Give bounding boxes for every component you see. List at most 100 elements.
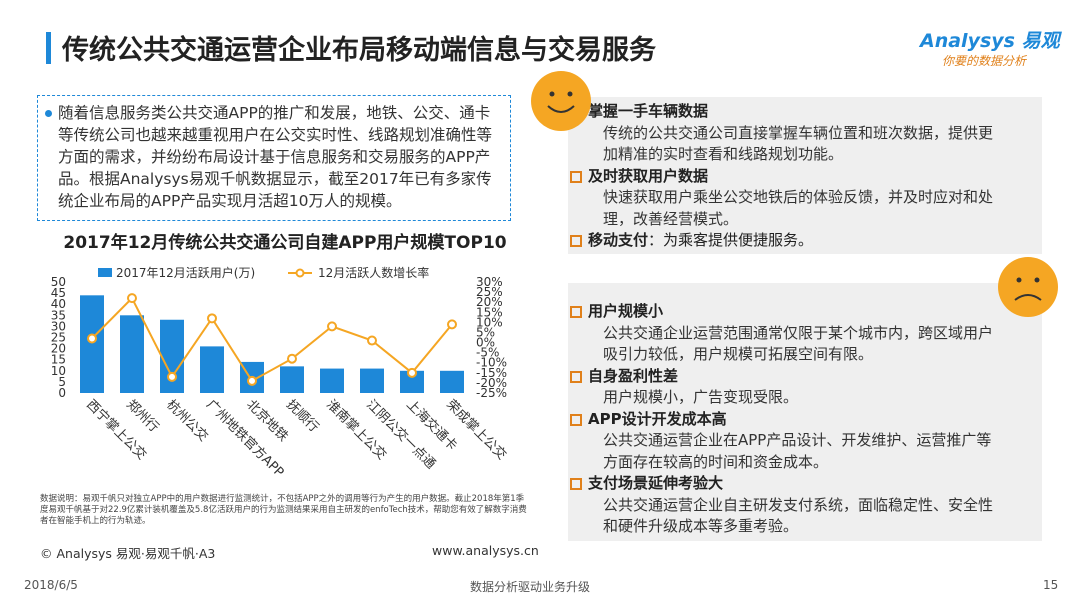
- logo-brand: Analysys 易观: [920, 30, 1060, 52]
- line-point: [287, 353, 297, 364]
- sad-face: [998, 257, 1058, 317]
- list-item: 移动支付：为乘客提供便捷服务。: [568, 230, 1042, 252]
- line-point: [367, 335, 377, 346]
- y2-tick-label: 0%: [476, 336, 495, 350]
- list-item: 用户规模小公共交通企业运营范围通常仅限于某个城市内，跨区域用户吸引力较低，用户规…: [568, 301, 1042, 366]
- data-note: 数据说明：易观千帆只对独立APP中的用户数据进行监测统计，不包括APP之外的调用…: [40, 494, 527, 526]
- heading-text: 及时获取用户数据: [588, 166, 709, 185]
- x-tick-label: 抚顺行: [283, 397, 321, 435]
- item-body: ：为乘客提供便捷服务。: [648, 231, 814, 249]
- item-heading: 用户规模小: [568, 301, 1042, 323]
- pros-list: 掌握一手车辆数据传统的公共交通公司直接掌握车辆位置和班次数据，提供更加精准的实时…: [568, 97, 1042, 252]
- y-tick-label: 35: [51, 308, 66, 322]
- bar: [160, 319, 184, 393]
- line-point: [207, 313, 217, 324]
- pros-panel: 掌握一手车辆数据传统的公共交通公司直接掌握车辆位置和班次数据，提供更加精准的实时…: [568, 97, 1042, 254]
- legend-swatch: [98, 268, 112, 277]
- slide-title: 传统公共交通运营企业布局移动端信息与交易服务: [62, 35, 656, 66]
- list-item: 支付场景延伸考验大公共交通运营企业自主研发支付系统，面临稳定性、安全性和硬件升级…: [568, 473, 1042, 538]
- happy-face: [531, 71, 591, 131]
- line-point: [127, 293, 137, 304]
- bar: [360, 368, 384, 393]
- item-body: 公共交通运营企业自主研发支付系统，面临稳定性、安全性和硬件升级成本等多重考验。: [603, 495, 994, 536]
- y2-tick-label: -20%: [476, 376, 507, 390]
- source: © Analysys 易观·易观千帆·A3: [40, 546, 216, 561]
- bar: [280, 366, 304, 393]
- y-tick-label: 45: [51, 286, 66, 300]
- line-point: [447, 319, 457, 330]
- page-number: 15: [1043, 578, 1059, 592]
- item-heading: 移动支付：为乘客提供便捷服务。: [568, 230, 1042, 252]
- footer-date: 2018/6/5: [24, 578, 78, 592]
- list-item: 及时获取用户数据快速获取用户乘坐公交地铁后的体验反馈，并及时应对和处理，改善经营…: [568, 166, 1042, 231]
- list-item: 自身盈利性差用户规模小，广告变现受限。: [568, 366, 1042, 409]
- y-tick-label: 15: [51, 353, 66, 367]
- item-heading: APP设计开发成本高: [568, 409, 1042, 431]
- bar: [80, 295, 104, 393]
- item-body: 公共交通企业运营范围通常仅限于某个城市内，跨区域用户吸引力较低，用户规模可拓展空…: [603, 323, 994, 364]
- item-body: 用户规模小，广告变现受限。: [603, 388, 799, 406]
- bar: [120, 315, 144, 393]
- cons-panel: 用户规模小公共交通企业运营范围通常仅限于某个城市内，跨区域用户吸引力较低，用户规…: [568, 283, 1042, 541]
- list-item: 掌握一手车辆数据传统的公共交通公司直接掌握车辆位置和班次数据，提供更加精准的实时…: [568, 101, 1042, 166]
- x-tick-label: 杭州公交: [163, 397, 211, 445]
- bar: [320, 368, 344, 393]
- y2-tick-label: 5%: [476, 325, 495, 339]
- website: www.analysys.cn: [432, 543, 539, 558]
- item-heading: 自身盈利性差: [568, 366, 1042, 388]
- title-bar: [46, 32, 51, 64]
- list-item: APP设计开发成本高公共交通运营企业在APP产品设计、开发维护、运营推广等方面存…: [568, 409, 1042, 474]
- line-point: [407, 367, 417, 378]
- bar: [440, 370, 464, 393]
- legend-label: 12月活跃人数增长率: [318, 265, 429, 280]
- y2-tick-label: -5%: [476, 346, 499, 360]
- y-tick-label: 30: [51, 319, 66, 333]
- line-point: [247, 375, 257, 386]
- chart-title: 2017年12月传统公共交通公司自建APP用户规模TOP10: [63, 232, 506, 253]
- item-body: 公共交通运营企业在APP产品设计、开发维护、运营推广等方面存在较高的时间和资金成…: [603, 431, 992, 471]
- intro-box: 随着信息服务类公共交通APP的推广和发展，地铁、公交、通卡等传统公司也越来越重视…: [37, 95, 511, 221]
- item-body: 快速获取用户乘坐公交地铁后的体验反馈，并及时应对和处理，改善经营模式。: [603, 188, 994, 228]
- y-tick-label: 5: [58, 375, 66, 389]
- y-tick-label: 40: [51, 297, 66, 311]
- x-tick-label: 荣成掌上公交: [443, 397, 509, 463]
- y-tick-label: 20: [51, 342, 66, 356]
- heading-text: 移动支付: [588, 231, 649, 249]
- heading-text: APP设计开发成本高: [588, 409, 727, 428]
- item-heading: 及时获取用户数据: [568, 166, 1042, 188]
- bar: [200, 346, 224, 393]
- item-body: 传统的公共交通公司直接掌握车辆位置和班次数据，提供更加精准的实时查看和线路规划功…: [603, 123, 994, 164]
- bar: [400, 370, 424, 393]
- line: [91, 296, 453, 383]
- x-tick-label: 郑州行: [123, 397, 161, 435]
- legend-label: 2017年12月活跃用户(万): [116, 265, 255, 280]
- y2-tick-label: 30%: [476, 275, 503, 289]
- y2-tick-label: -15%: [476, 366, 507, 380]
- y2-tick-label: 20%: [476, 295, 503, 309]
- y-tick-label: 50: [51, 275, 66, 289]
- x-tick-label: 江阴公交一点通: [363, 397, 439, 473]
- y2-tick-label: 10%: [476, 315, 503, 329]
- heading-text: 支付场景延伸考验大: [588, 474, 724, 492]
- heading-text: 掌握一手车辆数据: [588, 102, 709, 120]
- y2-tick-label: 15%: [476, 305, 503, 319]
- logo-tagline: 你要的数据分析: [942, 54, 1027, 68]
- chart: 2017年12月传统公共交通公司自建APP用户规模TOP10 051015202…: [51, 232, 510, 480]
- line-point: [167, 371, 177, 382]
- y-tick-label: 25: [51, 331, 66, 345]
- item-heading: 掌握一手车辆数据: [568, 101, 1042, 123]
- legend-swatch: [295, 268, 305, 278]
- heading-text: 用户规模小: [588, 302, 664, 320]
- y2-tick-label: -25%: [476, 386, 507, 400]
- footer-slogan: 数据分析驱动业务升级: [470, 580, 591, 594]
- line-point: [327, 321, 337, 332]
- heading-text: 自身盈利性差: [588, 366, 679, 385]
- y-tick-label: 10: [51, 364, 66, 378]
- item-heading: 支付场景延伸考验大: [568, 473, 1042, 495]
- y2-tick-label: -10%: [476, 356, 507, 370]
- line-point: [87, 333, 97, 344]
- cons-list: 用户规模小公共交通企业运营范围通常仅限于某个城市内，跨区域用户吸引力较低，用户规…: [568, 283, 1042, 538]
- y-tick-label: 0: [58, 386, 66, 400]
- y2-tick-label: 25%: [476, 285, 503, 299]
